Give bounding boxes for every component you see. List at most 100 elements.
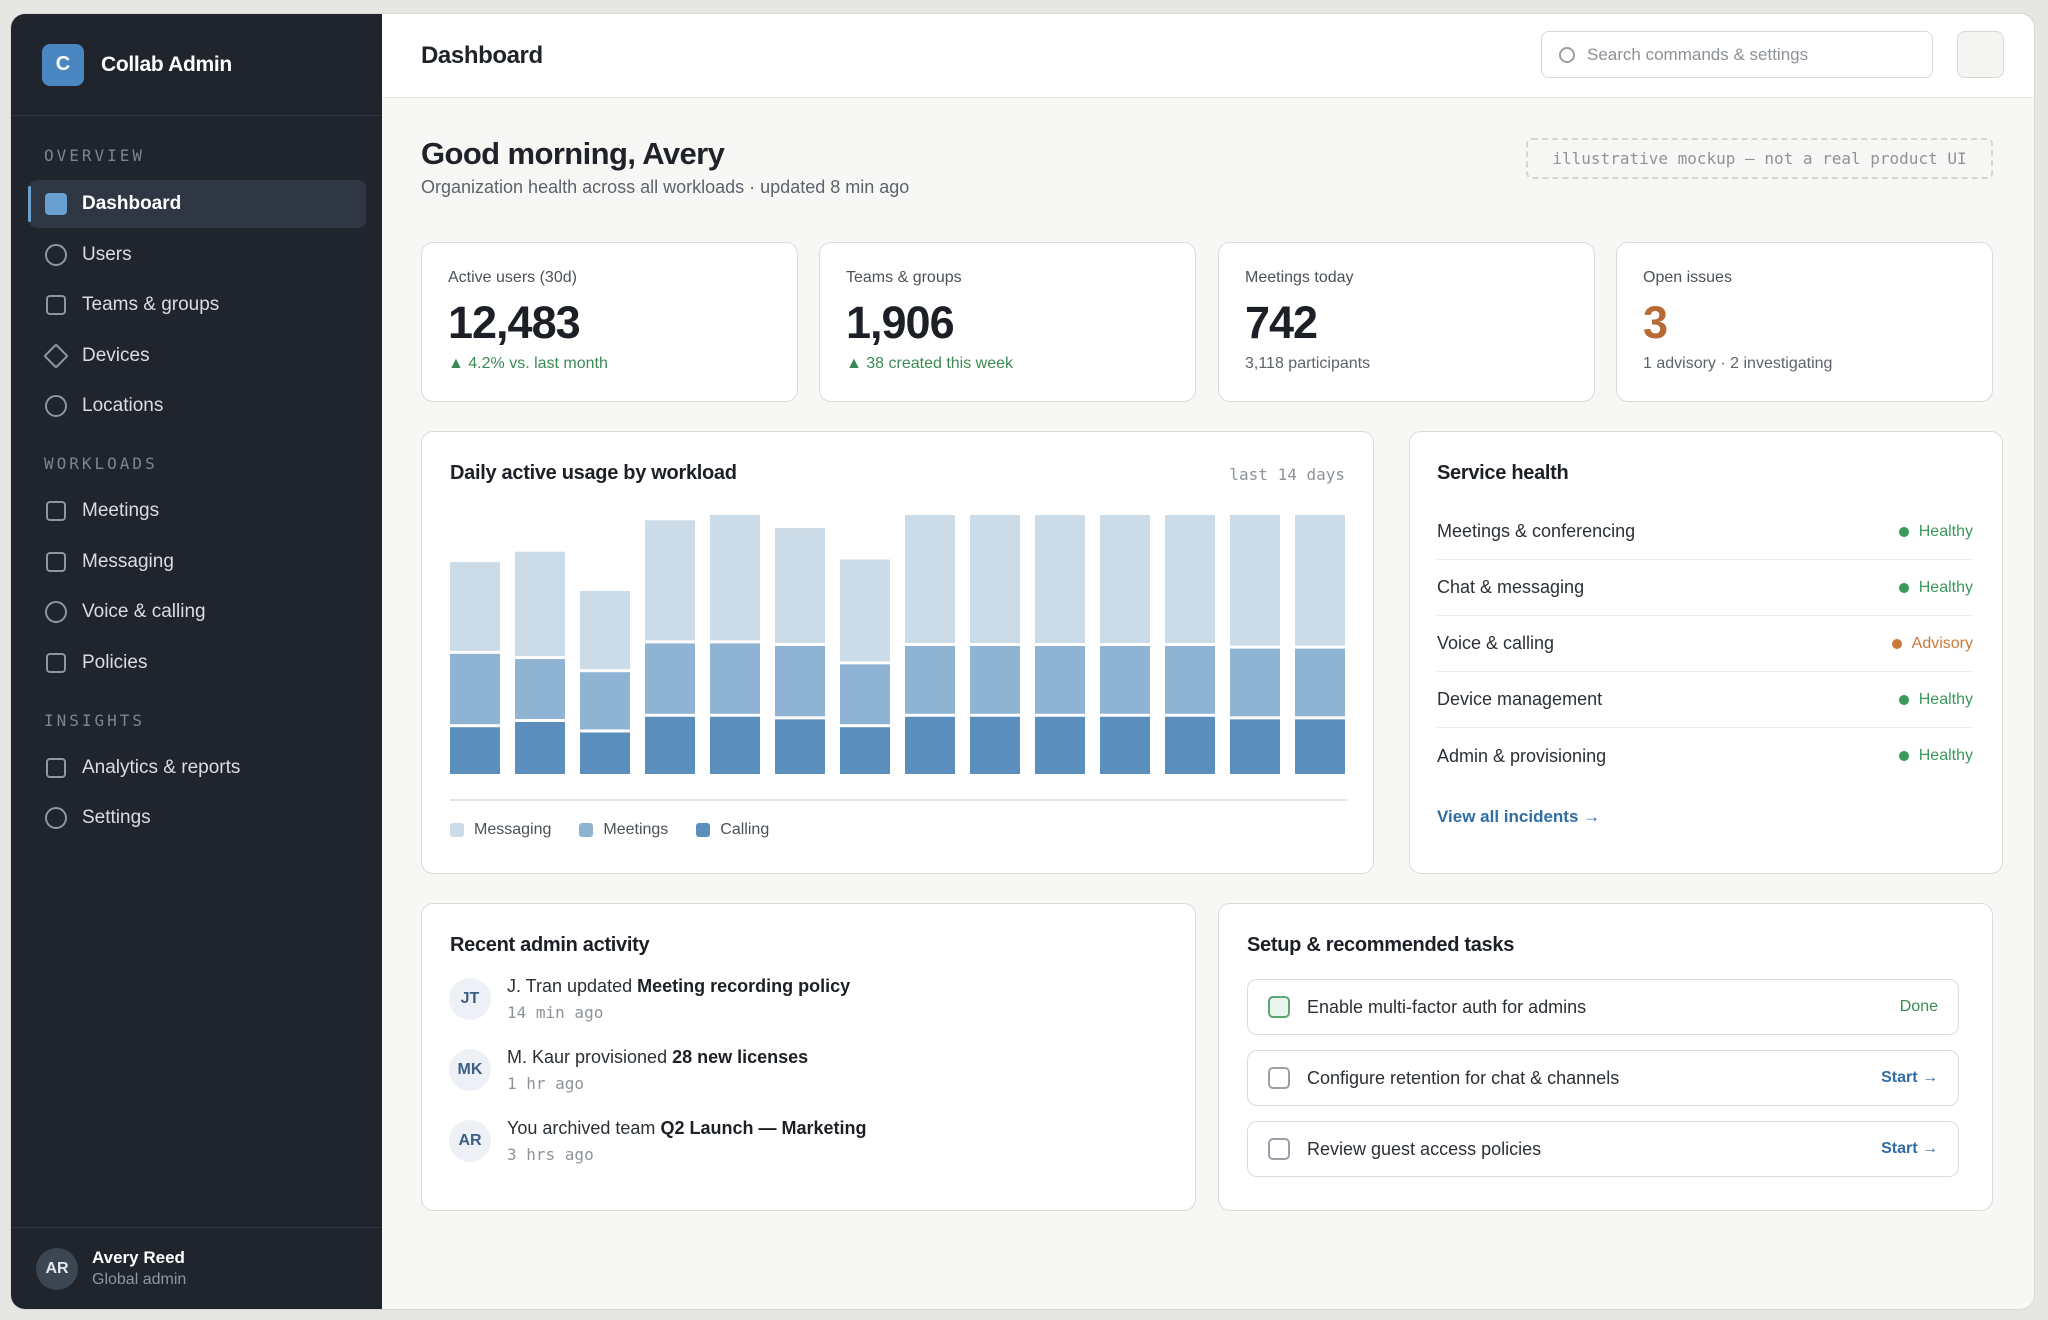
- task-item[interactable]: Review guest access policies Start →: [1247, 1121, 1959, 1177]
- sidebar-item-users[interactable]: Users: [29, 231, 366, 279]
- settings-icon: [45, 807, 67, 829]
- bar-segment-meetings: [645, 643, 695, 714]
- sidebar-item-meetings[interactable]: Meetings: [29, 487, 366, 535]
- kpi-value: 12,483: [448, 297, 581, 348]
- kpi-value: 3: [1643, 297, 1668, 348]
- bar-segment-calling: [1165, 716, 1215, 774]
- status-label: Healthy: [1918, 690, 1973, 708]
- sidebar-item-messaging[interactable]: Messaging: [29, 538, 366, 586]
- activity-actor: J. Tran updated: [507, 976, 638, 996]
- chart-legend: Messaging Meetings Calling: [450, 821, 797, 839]
- bar-segment-meetings: [1100, 646, 1150, 714]
- users-icon: [45, 244, 67, 266]
- kpi-label: Active users (30d): [448, 269, 577, 286]
- bar-segment-messaging: [1165, 515, 1215, 643]
- service-row[interactable]: Admin & provisioning Healthy: [1437, 728, 1973, 784]
- service-row[interactable]: Voice & calling Advisory: [1437, 616, 1973, 672]
- sidebar-item-locations[interactable]: Locations: [29, 382, 366, 430]
- toolbar-button[interactable]: [1957, 31, 2004, 78]
- service-row[interactable]: Device management Healthy: [1437, 672, 1973, 728]
- status-badge: Healthy: [1898, 579, 1973, 597]
- kpi-card-meetings[interactable]: Meetings today 742 3,118 participants: [1218, 242, 1595, 402]
- bar-segment-calling: [710, 716, 760, 774]
- task-status: Done: [1899, 998, 1938, 1015]
- kpi-label: Meetings today: [1245, 269, 1354, 286]
- task-checkbox[interactable]: [1268, 1067, 1290, 1089]
- status-badge: Healthy: [1898, 747, 1973, 765]
- sidebar-item-dashboard[interactable]: Dashboard: [28, 180, 366, 228]
- sidebar-item-voice[interactable]: Voice & calling: [29, 588, 366, 636]
- bar-segment-meetings: [905, 646, 955, 714]
- bar-segment-meetings: [1295, 648, 1345, 717]
- service-row[interactable]: Chat & messaging Healthy: [1437, 560, 1973, 616]
- activity-title: Recent admin activity: [450, 934, 650, 956]
- kpi-card-teams[interactable]: Teams & groups 1,906 ▲ 38 created this w…: [819, 242, 1196, 402]
- status-dot: [1891, 638, 1902, 649]
- usage-chart-card: Daily active usage by workload last 14 d…: [421, 431, 1374, 874]
- activity-time: 14 min ago: [507, 1003, 604, 1022]
- task-label: Enable multi-factor auth for admins: [1307, 996, 1587, 1017]
- sidebar-item-policies[interactable]: Policies: [29, 639, 366, 687]
- bar-segment-meetings: [710, 643, 760, 714]
- legend-item: Messaging: [450, 821, 551, 839]
- dashboard-icon: [45, 193, 67, 215]
- messaging-icon: [46, 552, 66, 572]
- bar-segment-meetings: [970, 646, 1020, 714]
- service-row[interactable]: Meetings & conferencing Healthy: [1437, 504, 1973, 560]
- brand[interactable]: C Collab Admin: [11, 14, 382, 116]
- section-insights: INSIGHTS: [44, 711, 146, 730]
- bar-segment-calling: [580, 732, 630, 774]
- sidebar-item-settings[interactable]: Settings: [29, 794, 366, 842]
- kpi-label: Teams & groups: [846, 269, 962, 286]
- task-checkbox[interactable]: [1268, 996, 1290, 1018]
- sidebar-item-devices[interactable]: Devices: [29, 332, 366, 380]
- service-name: Voice & calling: [1437, 633, 1555, 653]
- task-checkbox[interactable]: [1268, 1138, 1290, 1160]
- status-badge: Healthy: [1898, 690, 1973, 709]
- meetings-icon: [46, 501, 66, 521]
- legend-swatch: [696, 823, 711, 837]
- bar-segment-messaging: [905, 515, 955, 643]
- bar-segment-meetings: [1230, 648, 1280, 717]
- kpi-card-open-issues[interactable]: Open issues 3 1 advisory · 2 investigati…: [1616, 242, 1993, 402]
- bar-segment-meetings: [1035, 646, 1085, 714]
- bar-segment-meetings: [515, 659, 565, 719]
- kpi-value: 742: [1245, 297, 1318, 348]
- activity-target: 28 new licenses: [672, 1047, 809, 1067]
- bar-segment-calling: [840, 727, 890, 774]
- legend-swatch: [450, 823, 464, 837]
- activity-item[interactable]: AR You archived team Q2 Launch — Marketi…: [449, 1118, 866, 1164]
- kpi-trend: ▲ 4.2% vs. last month: [448, 355, 608, 372]
- task-start-button[interactable]: Start →: [1881, 1069, 1938, 1086]
- avatar: AR: [449, 1120, 491, 1162]
- app-name: Collab Admin: [101, 52, 232, 76]
- current-user[interactable]: AR Avery Reed Global admin: [11, 1227, 382, 1309]
- legend-label: Meetings: [603, 821, 669, 838]
- sidebar-item-teams[interactable]: Teams & groups: [29, 281, 366, 329]
- bar-segment-calling: [645, 716, 695, 774]
- bar-segment-calling: [1035, 716, 1085, 774]
- activity-item[interactable]: JT J. Tran updated Meeting recording pol…: [449, 976, 850, 1022]
- service-health-card: Service health Meetings & conferencing H…: [1409, 431, 2003, 874]
- activity-item[interactable]: MK M. Kaur provisioned 28 new licenses 1…: [449, 1047, 808, 1093]
- search-input[interactable]: Search commands & settings: [1541, 31, 1933, 78]
- bar-segment-calling: [450, 727, 500, 774]
- avatar: MK: [449, 1049, 491, 1091]
- sidebar-item-analytics[interactable]: Analytics & reports: [29, 744, 366, 792]
- task-item[interactable]: Configure retention for chat & channels …: [1247, 1050, 1959, 1106]
- view-incidents-link[interactable]: View all incidents →: [1437, 807, 1601, 826]
- task-item[interactable]: Enable multi-factor auth for admins Done: [1247, 979, 1959, 1035]
- bar-segment-messaging: [580, 590, 630, 670]
- bar-segment-calling: [1230, 719, 1280, 774]
- sidebar-item-label: Locations: [82, 395, 164, 416]
- bar-segment-messaging: [775, 528, 825, 643]
- sidebar-item-label: Settings: [82, 807, 151, 828]
- status-label: Healthy: [1918, 522, 1973, 540]
- activity-text: You archived team Q2 Launch — Marketing: [507, 1118, 866, 1139]
- activity-target: Meeting recording policy: [637, 976, 851, 996]
- legend-swatch: [579, 823, 594, 837]
- kpi-card-active-users[interactable]: Active users (30d) 12,483 ▲ 4.2% vs. las…: [421, 242, 798, 402]
- task-start-button[interactable]: Start →: [1881, 1140, 1938, 1157]
- brand-logo: C: [42, 43, 84, 86]
- page-title: Dashboard: [421, 42, 543, 69]
